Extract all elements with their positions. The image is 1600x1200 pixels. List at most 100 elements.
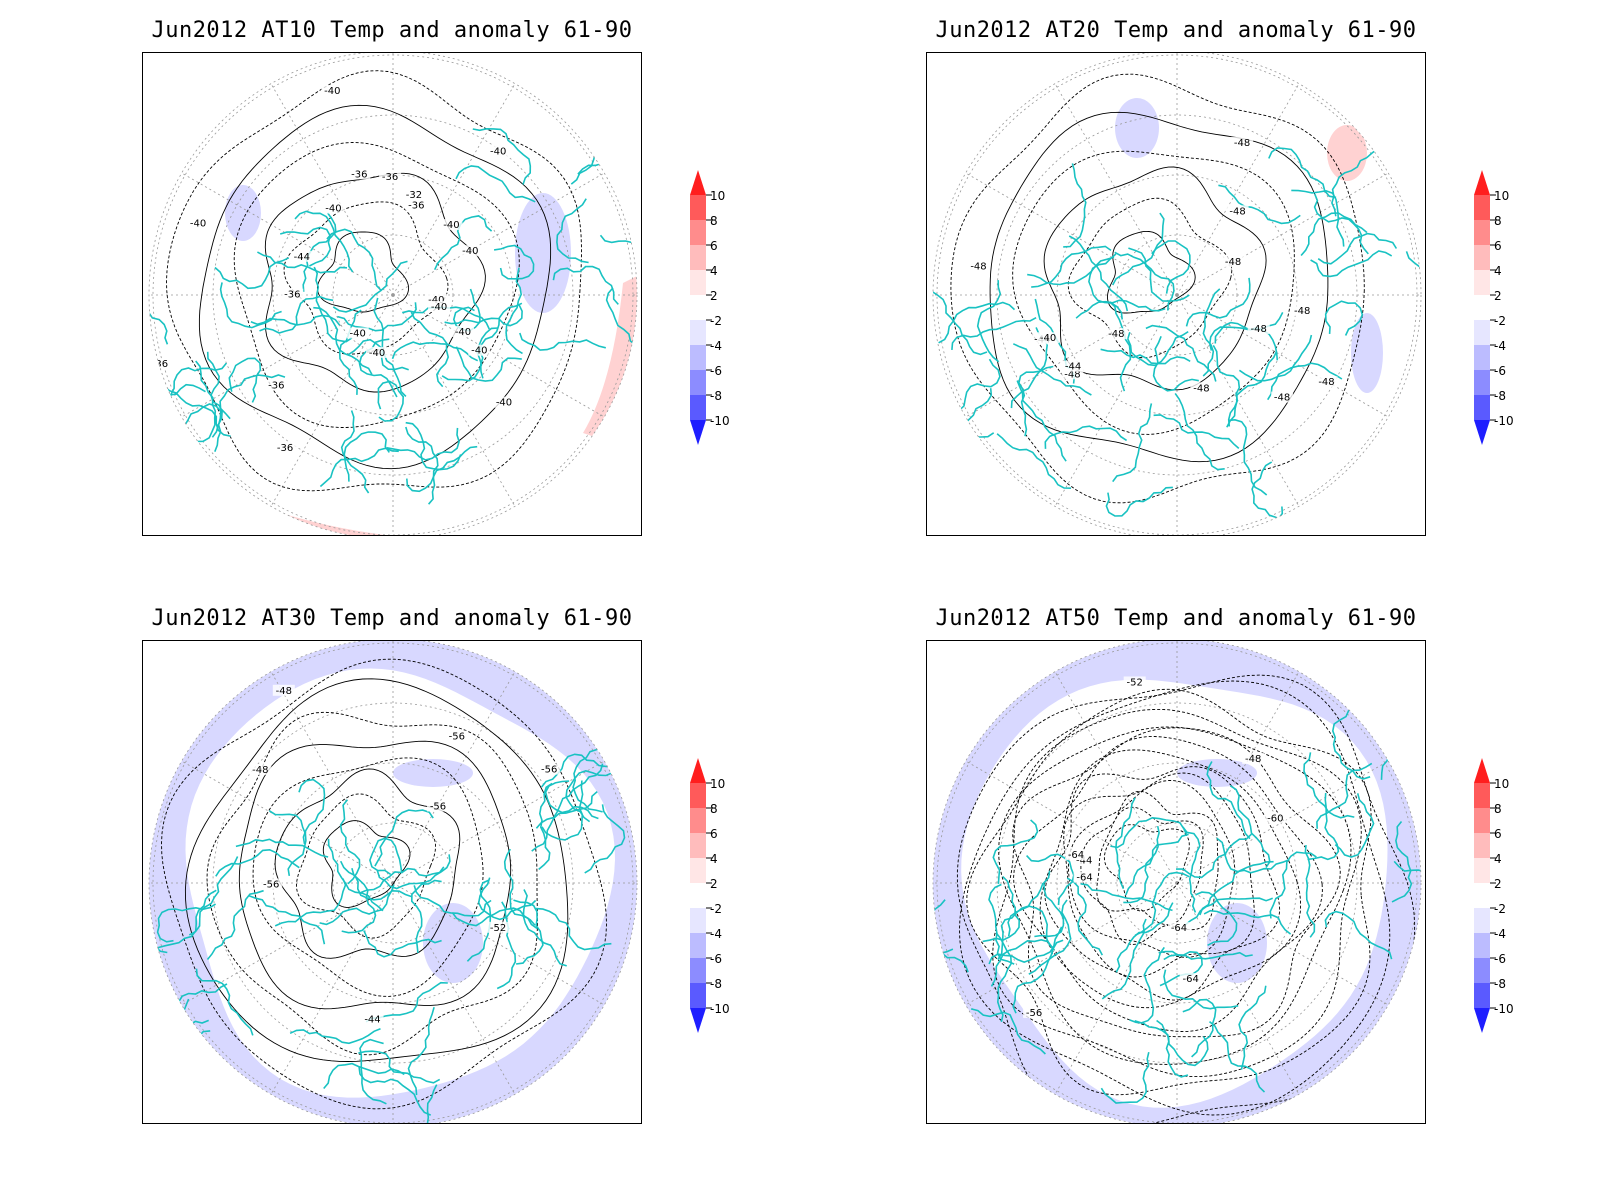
map-content: -48-48-48-44-44-48-40-44-48-48-48-48-48-… [933, 53, 1421, 535]
colorbar-segment [1474, 783, 1490, 808]
coastline-segment [343, 431, 390, 482]
colorbar-tick-label: 2 [710, 289, 718, 303]
coastline-segment [1115, 797, 1136, 890]
colorbar-tick-label: -10 [1494, 414, 1514, 428]
colorbar-at20: 10 8 6 4 2 -2 -4 -6 -8 -10 [1472, 170, 1542, 450]
contour-label-bg [1062, 360, 1085, 372]
contour-label-bg [440, 219, 463, 231]
meridian-line [965, 294, 1178, 418]
colorbar-svg-3: 10 8 6 4 2 -2 -4 -6 -8 -10 [1474, 758, 1514, 1033]
coastline-segment [1112, 403, 1153, 483]
coastline-segment [1114, 251, 1175, 311]
map-boundary [148, 53, 638, 535]
coastline-segment [1331, 141, 1380, 217]
isotherm-contour [1067, 197, 1233, 359]
coastline-segment [406, 445, 478, 493]
coastline-segment [1152, 336, 1199, 392]
isotherm-contour [1096, 806, 1204, 926]
coastline-segment [1240, 506, 1284, 535]
isotherm-contour [166, 70, 582, 492]
contour-label-bg [1168, 922, 1190, 934]
coastline-segment [1018, 365, 1054, 437]
coastline-segment [386, 427, 460, 461]
contour-label: -36 [152, 359, 168, 370]
coastline-segment [988, 926, 1063, 965]
contour-label-bg [260, 878, 283, 890]
contour-label: -48 [1229, 206, 1245, 217]
colorbar-at10: 10 8 6 4 2 -2 -4 -6 -8 -10 [688, 170, 758, 450]
coastline-segment [1182, 998, 1217, 1058]
colorbar-top-arrow [1474, 170, 1490, 195]
colorbar-svg-2: 10 8 6 4 2 -2 -4 -6 -8 -10 [690, 758, 730, 1033]
coastline-segment [1324, 300, 1364, 336]
coastline-segment [1134, 871, 1190, 937]
cold-anomaly-patch [515, 193, 571, 313]
colorbar-tick-label: 8 [1494, 802, 1502, 816]
contour-label-bg [468, 344, 491, 356]
colorbar-segment [690, 883, 706, 908]
coastline-segment [1163, 969, 1239, 1010]
colorbar-tick-label: 8 [710, 214, 718, 228]
polar-map-at50: -64 -44 -48 -52 -56 -60 -64 -64 -64 [926, 640, 1426, 1124]
colorbar-tick-label: 4 [710, 852, 718, 866]
meridian-line [181, 882, 394, 1006]
colorbar-bottom-arrow [690, 1008, 706, 1033]
coastline-segment [1303, 752, 1355, 819]
coastline-segment [1145, 324, 1217, 382]
coastline-segment [289, 1027, 381, 1045]
coastline-segment [519, 332, 606, 351]
contour-label-bg [427, 800, 449, 812]
colorbar-tick-label: 6 [1494, 827, 1502, 841]
coastline-segment [540, 753, 619, 788]
colorbar-tick-label: 4 [710, 264, 718, 278]
coastline-segment [369, 837, 403, 876]
meridian-line [392, 294, 605, 418]
coastline-segment [250, 314, 341, 326]
coastline-segment [1391, 821, 1413, 903]
contour-label-bg [1271, 391, 1294, 403]
contour-label-bg [1123, 676, 1146, 688]
coastline-segment [1068, 235, 1129, 312]
isotherm-contour [966, 688, 1372, 1096]
contour-label-bg [187, 217, 210, 229]
coastline-segment [1063, 163, 1087, 248]
panel-title-at20: Jun2012 AT20 Temp and anomaly 61-90 [935, 18, 1417, 43]
colorbar-tick-label: -2 [1494, 314, 1506, 328]
coastline-segment [339, 799, 361, 885]
contour-label-bg [493, 396, 515, 408]
coastline-segment [377, 380, 405, 422]
colorbar-tick-label: 2 [1494, 877, 1502, 891]
coastline-segment [1110, 816, 1188, 849]
contour-label: -48 [1318, 377, 1334, 388]
coastline-segment [535, 907, 612, 951]
contour-label: -36 [268, 381, 284, 392]
coastline-segment [1226, 350, 1278, 428]
contour-label-bg [290, 250, 313, 262]
coastline-segment [544, 780, 599, 820]
contour-label-bg [346, 327, 369, 339]
meridian-line [965, 760, 1178, 884]
isotherm-contour [998, 726, 1352, 1065]
contour-label-bg [366, 346, 389, 358]
meridian-line [965, 172, 1178, 296]
colorbar-segment [690, 245, 706, 270]
coastline-segment [570, 124, 635, 185]
coastline-segment [995, 932, 1013, 1023]
contour-label-bg [1105, 328, 1128, 340]
coastline-segment [257, 251, 348, 274]
coastline-segment [584, 804, 626, 874]
coastline-segment [1268, 147, 1337, 199]
coastline-segment [1185, 277, 1251, 327]
colorbar-segment [1474, 958, 1490, 983]
isotherm-contour [161, 658, 607, 1110]
coastline-segment [996, 433, 1072, 489]
map-boundary [932, 641, 1422, 1123]
contour-label-bg [1222, 256, 1245, 268]
meridian-line [1054, 83, 1178, 296]
coastline-segment [1182, 826, 1201, 913]
colorbar-segment [690, 958, 706, 983]
contour-label-bg [379, 170, 402, 182]
meridian-line [965, 882, 1178, 1006]
contour-label-bg [1315, 376, 1338, 388]
colorbar-segment [690, 320, 706, 345]
